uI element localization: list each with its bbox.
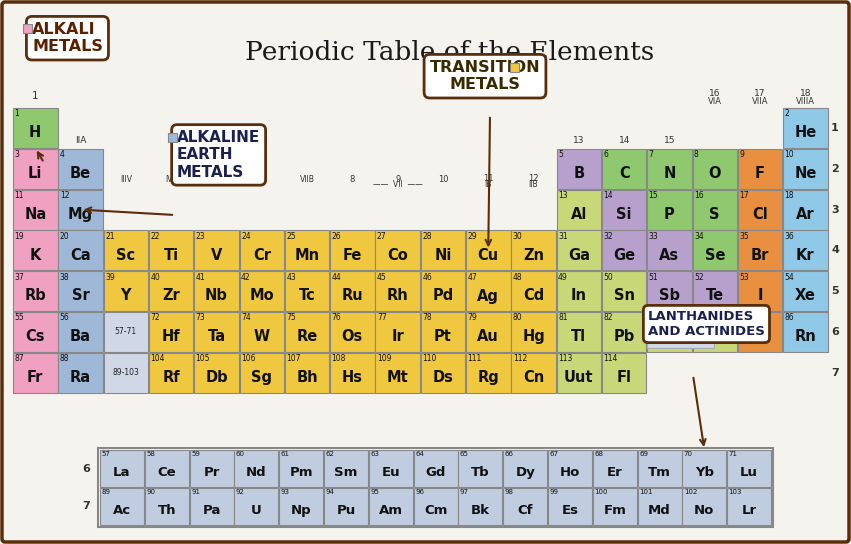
Text: Si: Si: [616, 207, 632, 222]
Text: Bh: Bh: [296, 370, 318, 385]
Text: Cl: Cl: [752, 207, 768, 222]
Text: Zn: Zn: [523, 248, 544, 263]
Text: Cd: Cd: [523, 288, 544, 304]
Bar: [503, 450, 547, 487]
Text: Sg: Sg: [251, 370, 272, 385]
Text: Se: Se: [705, 248, 725, 263]
Text: Eu: Eu: [381, 466, 400, 479]
Text: 23: 23: [196, 232, 205, 241]
Text: K: K: [30, 248, 41, 263]
Bar: [375, 353, 420, 393]
Bar: [414, 450, 458, 487]
Text: Au: Au: [477, 329, 500, 344]
Text: 28: 28: [422, 232, 431, 241]
Text: ALKALINE
EARTH
METALS: ALKALINE EARTH METALS: [177, 130, 260, 180]
Text: 2: 2: [785, 109, 790, 119]
Text: B: B: [574, 166, 585, 181]
Text: Dy: Dy: [516, 466, 535, 479]
Text: Ge: Ge: [613, 248, 635, 263]
Text: 92: 92: [236, 489, 245, 495]
Bar: [104, 231, 148, 270]
Bar: [324, 450, 368, 487]
Bar: [330, 353, 374, 393]
Text: TRANSITION
METALS: TRANSITION METALS: [430, 60, 540, 92]
Text: 37: 37: [14, 273, 24, 282]
Text: 18: 18: [785, 191, 794, 200]
Text: 108: 108: [332, 354, 346, 363]
Text: VIIIA: VIIIA: [796, 97, 815, 107]
Text: Ho: Ho: [560, 466, 580, 479]
Text: Li: Li: [28, 166, 43, 181]
Text: 1: 1: [32, 91, 38, 101]
Text: Ag: Ag: [477, 288, 500, 304]
Text: 76: 76: [332, 313, 341, 323]
Text: 60: 60: [236, 452, 245, 458]
Text: Ds: Ds: [432, 370, 454, 385]
Bar: [285, 353, 329, 393]
Bar: [98, 448, 774, 527]
Text: Db: Db: [205, 370, 228, 385]
Text: 32: 32: [603, 232, 613, 241]
Text: 35: 35: [740, 232, 749, 241]
Bar: [693, 149, 737, 189]
Bar: [466, 271, 511, 311]
Text: 29: 29: [467, 232, 477, 241]
Bar: [511, 231, 556, 270]
Text: U: U: [251, 504, 262, 517]
Text: Er: Er: [607, 466, 623, 479]
Bar: [375, 231, 420, 270]
Bar: [104, 312, 148, 352]
Text: Ti: Ti: [163, 248, 179, 263]
Bar: [149, 271, 193, 311]
Text: 57-71: 57-71: [115, 327, 137, 337]
Bar: [239, 353, 284, 393]
Text: 7: 7: [648, 150, 654, 159]
Text: S: S: [710, 207, 720, 222]
Bar: [510, 63, 519, 72]
Text: I: I: [757, 288, 762, 304]
Text: 31: 31: [558, 232, 568, 241]
Text: Sc: Sc: [117, 248, 135, 263]
Bar: [683, 488, 727, 525]
Text: 39: 39: [106, 273, 115, 282]
Text: Rn: Rn: [795, 329, 816, 344]
Text: 65: 65: [460, 452, 469, 458]
Text: 89-103: 89-103: [112, 368, 140, 378]
Bar: [602, 271, 647, 311]
Bar: [190, 450, 234, 487]
Text: 68: 68: [594, 452, 603, 458]
Text: 104: 104: [151, 354, 165, 363]
Text: 59: 59: [191, 452, 200, 458]
Text: 73: 73: [196, 313, 205, 323]
Text: 72: 72: [151, 313, 160, 323]
Bar: [648, 316, 714, 348]
Bar: [145, 450, 189, 487]
Text: Np: Np: [291, 504, 311, 517]
Bar: [466, 312, 511, 352]
Text: Rf: Rf: [163, 370, 180, 385]
Bar: [194, 353, 238, 393]
Text: Mn: Mn: [294, 248, 320, 263]
Bar: [285, 271, 329, 311]
Bar: [420, 312, 465, 352]
Text: P: P: [664, 207, 675, 222]
Text: Ce: Ce: [157, 466, 176, 479]
Text: 19: 19: [14, 232, 24, 241]
Text: 67: 67: [550, 452, 558, 458]
Text: VIIB: VIIB: [300, 175, 315, 184]
Text: 46: 46: [422, 273, 432, 282]
Text: W: W: [254, 329, 270, 344]
Bar: [59, 149, 103, 189]
Bar: [557, 149, 601, 189]
Bar: [548, 488, 592, 525]
Text: 109: 109: [377, 354, 391, 363]
Bar: [593, 488, 637, 525]
Text: 12: 12: [60, 191, 69, 200]
Bar: [738, 190, 782, 230]
Text: 110: 110: [422, 354, 437, 363]
Text: Pa: Pa: [203, 504, 220, 517]
Text: Fm: Fm: [603, 504, 626, 517]
Bar: [59, 271, 103, 311]
Bar: [783, 108, 828, 148]
